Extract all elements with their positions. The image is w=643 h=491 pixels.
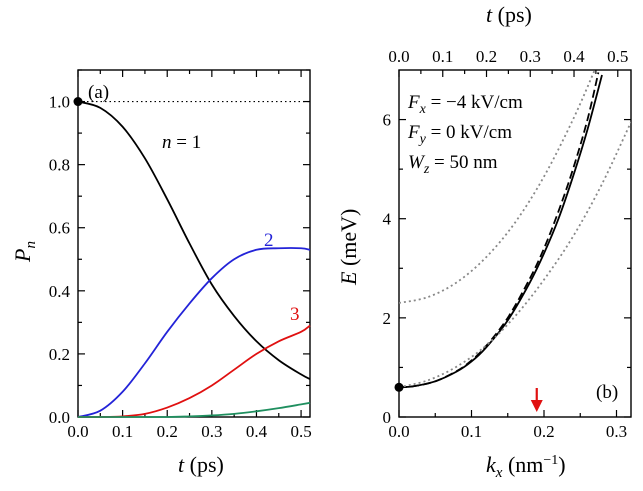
param-fx: Fx = −4 kV/cm	[407, 92, 523, 117]
panel-b-label: (b)	[596, 382, 618, 403]
panel-a-ytick-label: 0.6	[49, 219, 70, 238]
panel-b-ytick-label: 2	[383, 309, 392, 328]
panel-a-series-line-2	[77, 324, 311, 418]
annotation-n2: 2	[264, 230, 274, 251]
panel-b-top-tick-label: 0.0	[388, 47, 409, 66]
panel-a-xtick-label: 0.2	[157, 422, 178, 441]
panel-b-ytick-label: 0	[383, 408, 392, 427]
panel-b-top-tick-label: 0.2	[476, 47, 497, 66]
panel-a-ytick-label: 0.8	[49, 156, 70, 175]
panel-b-start-marker	[394, 382, 404, 392]
panel-a-ytick-label: 1.0	[49, 93, 70, 112]
panel-a-xtick-label: 0.3	[201, 422, 222, 441]
panel-b-top-xlabel: t (ps)	[486, 2, 532, 27]
panel-a-label: (a)	[88, 82, 109, 103]
panel-b-xtick-label: 0.2	[533, 422, 554, 441]
panel-b-series-line-2	[399, 121, 631, 389]
panel-a-series-line-1	[77, 247, 311, 418]
annotation-n1: n = 1	[162, 132, 201, 153]
param-wz: Wz = 50 nm	[408, 152, 498, 177]
annotation-n3: 3	[290, 304, 300, 325]
panel-a-xtick-label: 0.4	[246, 422, 268, 441]
panel-a-ylabel: Pn	[10, 241, 39, 263]
arrow-head	[530, 400, 543, 412]
panel-b-xlabel: kx (nm−1)	[486, 452, 566, 481]
panel-a-start-marker	[73, 97, 83, 107]
panel-a-xlabel: t (ps)	[178, 452, 224, 477]
panel-b-top-tick-label: 0.3	[520, 47, 541, 66]
panel-b: 0.0 0.1 0.2 0.3 0.0 0.1 0.2 0.3 0.4 0.5 0 2 4 6 (b) F…	[336, 2, 632, 481]
panel-b-series-line-1	[399, 72, 600, 389]
panel-a-ytick-label: 0.2	[49, 345, 70, 364]
panel-b-frame	[398, 69, 632, 418]
panel-b-ytick-label: 6	[383, 111, 392, 130]
panel-a: 0.0 0.1 0.2 0.3 0.4 0.5 0.0 0.2 0.4 0.6 0.8 1.0 (a)…	[10, 69, 312, 477]
panel-a-ytick-label: 0.0	[49, 408, 70, 427]
panel-a-xtick-label: 0.5	[290, 422, 311, 441]
panel-b-arrow-marker	[530, 388, 543, 412]
panel-a-series-line-3	[77, 401, 311, 418]
panel-a-series-line-0	[77, 100, 311, 380]
panel-a-xtick-label: 0.0	[67, 422, 88, 441]
panel-b-ytick-label: 4	[383, 210, 392, 229]
panel-b-xtick-label: 0.1	[461, 422, 482, 441]
panel-a-frame	[77, 69, 311, 418]
panel-b-top-tick-label: 0.5	[607, 47, 628, 66]
panel-b-ylabel: E (meV)	[336, 209, 361, 286]
param-fy: Fy = 0 kV/cm	[407, 122, 512, 147]
panel-b-top-tick-label: 0.1	[432, 47, 453, 66]
panel-a-xtick-label: 0.1	[112, 422, 133, 441]
panel-b-xtick-label: 0.3	[606, 422, 627, 441]
panel-b-top-tick-label: 0.4	[563, 47, 585, 66]
panel-a-ytick-label: 0.4	[49, 282, 71, 301]
panel-b-xtick-label: 0.0	[388, 422, 409, 441]
